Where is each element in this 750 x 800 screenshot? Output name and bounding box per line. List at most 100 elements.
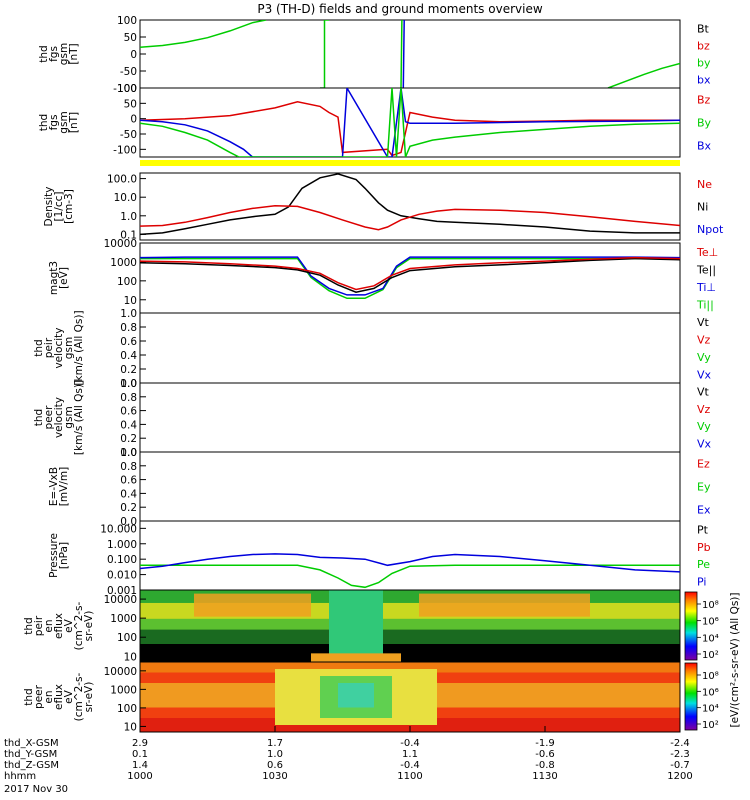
orbit-row-label: thd_X-GSM (4, 738, 59, 749)
series-line-By (140, 88, 680, 157)
colorbar-rect (684, 662, 698, 731)
legend-entry: Bx (697, 140, 712, 153)
y-axis-label-line: E=-VxB (48, 467, 60, 506)
panel-8: 10.0001.0000.1000.0100.001Pressure[nPa]P… (48, 520, 711, 597)
y-axis-label-line: Density (43, 187, 55, 227)
y-tick-label: 100.0 (107, 174, 137, 186)
y-axis-label-line: [eV] (58, 267, 70, 289)
spectrogram (140, 590, 680, 662)
y-tick-label: 1000 (110, 257, 137, 269)
panel-9: 10000 1000 100 10 thdpeirenefluxeV(cm^2-s-sr… (23, 589, 681, 663)
y-axis-label: thdfgsgsm[nT] (38, 43, 80, 65)
y-tick-label: 0 (130, 49, 137, 61)
legend-entry: Ex (697, 504, 711, 517)
legend-entry: Bz (697, 94, 711, 107)
orbit-row-value: -2.4 (670, 738, 690, 749)
orbit-row-value: 1130 (532, 771, 557, 782)
series-line-Ti|| (140, 257, 680, 300)
series-line-Ni (140, 173, 680, 236)
y-axis-label-line: [nT] (68, 112, 80, 133)
date-label: 2017 Nov 30 (4, 784, 68, 795)
y-axis-label: thdpeirvelocitygsm[km/s (All Qs)] (33, 310, 85, 385)
y-tick-label: 10.000 (100, 523, 137, 535)
legend-entry: Bt (697, 23, 710, 36)
panel-1: 100 50 0 -50 -100 thdfgsgsm[nT] Bt bz by bx (38, 15, 711, 95)
y-axis-label: Density[1/cc][cm-3] (43, 187, 75, 227)
orbit-row-value: 2.9 (132, 738, 148, 749)
colorbar-tick-label: 10⁸ (702, 600, 719, 611)
panel-3: 100.0 10.0 1.0 0.1 Density[1/cc][cm-3] Ne Ni Np… (43, 172, 724, 241)
y-tick-label: -50 (120, 66, 137, 78)
colorbar-tick-label: 10² (702, 720, 719, 731)
y-tick-label: 100 (117, 632, 137, 644)
y-axis-label-line: en (43, 619, 55, 632)
orbit-row-value: 0.6 (267, 760, 283, 771)
legend-entry: Npot (697, 223, 724, 236)
y-tick-label: -100 (113, 144, 137, 156)
y-tick-label: 10.0 (114, 192, 137, 204)
series-line-Ne (140, 204, 680, 231)
y-tick-label: 10000 (104, 238, 137, 250)
y-tick-label: 1.0 (120, 378, 137, 390)
y-axis-label-line: gsm (58, 111, 70, 133)
y-tick-label: 0.4 (120, 350, 137, 362)
colorbar-tick-label: 10⁶ (702, 617, 719, 628)
panel-frame (139, 242, 681, 314)
panel-6: 1.0 0.8 0.60.4 0.2 0.0 thdpeervelocitygsm[km/… (33, 378, 712, 459)
legend-entry: Vy (697, 351, 711, 364)
y-axis-label-line: gsm (58, 43, 70, 65)
spectrogram (140, 662, 680, 732)
y-tick-label: 100 (117, 83, 137, 95)
y-axis-label-line: velocity (53, 397, 65, 438)
panel-5: 1.0 0.8 0.6 0.4 0.2 0.0 thdpeirvelocitygsm[km/… (33, 308, 712, 390)
legend-entry: bz (697, 40, 710, 53)
y-axis-label-line: velocity (53, 327, 65, 368)
spectrogram-band (140, 629, 680, 644)
legend-entry: Vx (697, 368, 712, 381)
legend-entry: Vz (697, 403, 711, 416)
y-tick-label: 0.6 (120, 406, 137, 418)
y-axis-label-line: eV (63, 618, 75, 632)
y-axis-label-line: peer (43, 405, 55, 430)
y-tick-label: 0.100 (107, 554, 137, 566)
y-tick-label: 0.6 (120, 336, 137, 348)
y-tick-label: 1000 (110, 613, 137, 625)
y-tick-label: 100 (117, 703, 137, 715)
panel-10: 10000 1000 100 10 thdpeerenefluxeV(cm^2-s-sr… (23, 661, 681, 733)
y-axis-label-line: (cm^2-s- (73, 601, 85, 650)
legend-entry: Te|| (696, 263, 716, 276)
series-line-Pi (140, 553, 680, 573)
y-tick-label: 100 (117, 276, 137, 288)
y-tick-label: 0.1 (120, 229, 137, 241)
y-tick-label: 0.2 (120, 364, 137, 376)
legend-entry: Te⊥ (696, 246, 718, 259)
legend-entry: bx (697, 74, 711, 87)
orbit-row-value: 1.4 (132, 760, 148, 771)
y-axis-label-line: Pressure (48, 533, 60, 578)
legend-entry: Vz (697, 333, 711, 346)
y-tick-label: 0.6 (120, 475, 137, 487)
y-axis-label-line: peer (33, 684, 45, 709)
colorbar-tick-label: 10⁴ (702, 704, 719, 715)
y-tick-label: 1.000 (107, 539, 137, 551)
y-axis-label: thdpeerenefluxeV(cm^2-s-sr-eV) (23, 672, 95, 721)
orbit-row-label: thd_Y-GSM (4, 749, 57, 760)
legend-entry: Ey (697, 481, 711, 494)
y-axis-label-line: [nPa] (58, 542, 70, 569)
y-axis-label-line: gsm (63, 337, 75, 359)
y-axis-label-line: thd (38, 114, 50, 131)
y-axis-label: thdpeirenefluxeV(cm^2-s-sr-eV) (23, 601, 95, 650)
y-axis-label-line: thd (33, 339, 45, 356)
y-tick-label: -100 (113, 83, 137, 95)
y-axis-label-line: [km/s (All Qs)] (73, 310, 85, 385)
y-tick-label: 100 (117, 15, 137, 27)
y-axis-label-line: fgs (48, 46, 60, 62)
y-tick-label: 50 (124, 32, 137, 44)
y-axis-label-line: thd (33, 409, 45, 426)
colorbar-tick-label: 10⁴ (702, 633, 719, 644)
orbit-row-value: 1.0 (267, 749, 283, 760)
y-axis-label-line: en (43, 690, 55, 703)
orbit-row-value: 1000 (127, 771, 152, 782)
y-tick-label: 0.8 (120, 461, 137, 473)
